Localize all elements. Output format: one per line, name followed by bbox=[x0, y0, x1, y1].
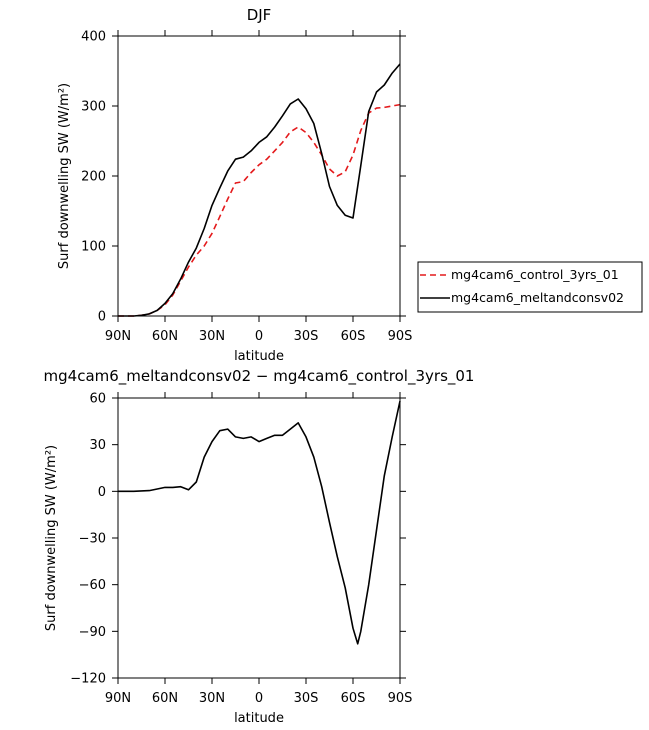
series-line bbox=[118, 63, 401, 317]
chart-bottom-xticks: 90N 60N 30N 0 30S 60S 90S bbox=[105, 392, 413, 706]
y-tick-label: 30 bbox=[89, 438, 106, 453]
y-tick-label: −120 bbox=[70, 672, 106, 687]
legend: mg4cam6_control_3yrs_01 mg4cam6_meltandc… bbox=[417, 261, 643, 313]
y-tick-label: 400 bbox=[81, 30, 106, 45]
x-tick-label: 30N bbox=[199, 691, 225, 706]
y-tick-label: −60 bbox=[79, 578, 106, 593]
x-tick-label: 30S bbox=[294, 329, 319, 344]
series-line bbox=[118, 400, 401, 645]
y-tick-label: −90 bbox=[79, 625, 106, 640]
y-tick-label: 100 bbox=[81, 240, 106, 255]
y-tick-label: 0 bbox=[98, 310, 106, 325]
legend-label-control: mg4cam6_control_3yrs_01 bbox=[451, 267, 619, 282]
chart-bottom-yticks: −120 −90 −60 −30 0 30 60 bbox=[70, 392, 406, 687]
y-tick-label: 0 bbox=[98, 485, 106, 500]
y-tick-label: −30 bbox=[79, 532, 106, 547]
series-line bbox=[118, 103, 401, 317]
x-tick-label: 60S bbox=[341, 329, 366, 344]
chart-top-xlabel: latitude bbox=[234, 349, 284, 364]
x-tick-label: 60N bbox=[152, 329, 178, 344]
chart-top-frame bbox=[117, 35, 401, 317]
chart-bottom: mg4cam6_meltandconsv02 − mg4cam6_control… bbox=[44, 367, 475, 726]
x-tick-label: 90N bbox=[105, 691, 131, 706]
y-tick-label: 300 bbox=[81, 100, 106, 115]
y-tick-label: 200 bbox=[81, 170, 106, 185]
x-tick-label: 60S bbox=[341, 691, 366, 706]
x-tick-label: 90S bbox=[388, 691, 413, 706]
chart-bottom-xlabel: latitude bbox=[234, 711, 284, 726]
legend-box bbox=[417, 261, 643, 313]
chart-top-xticks: 90N 60N 30N 0 30S 60S 90S bbox=[105, 30, 413, 344]
legend-label-melt: mg4cam6_meltandconsv02 bbox=[451, 290, 624, 305]
chart-bottom-ylabel: Surf downwelling SW (W/m²) bbox=[44, 445, 59, 631]
chart-top-series bbox=[118, 63, 401, 317]
chart-top-yticks: 0 100 200 300 400 bbox=[81, 30, 406, 325]
chart-top-ylabel: Surf downwelling SW (W/m²) bbox=[57, 83, 72, 269]
x-tick-label: 0 bbox=[255, 691, 263, 706]
x-tick-label: 0 bbox=[255, 329, 263, 344]
x-tick-label: 90S bbox=[388, 329, 413, 344]
x-tick-label: 60N bbox=[152, 691, 178, 706]
chart-top: DJF 0 100 200 300 400 90N 60N 30N 0 30S 60S 90S la… bbox=[57, 6, 412, 364]
chart-bottom-title: mg4cam6_meltandconsv02 − mg4cam6_control… bbox=[44, 367, 475, 386]
chart-top-title: DJF bbox=[247, 6, 272, 24]
x-tick-label: 90N bbox=[105, 329, 131, 344]
chart-bottom-series bbox=[118, 400, 401, 645]
x-tick-label: 30N bbox=[199, 329, 225, 344]
chart-bottom-frame bbox=[117, 397, 401, 679]
y-tick-label: 60 bbox=[89, 392, 106, 407]
x-tick-label: 30S bbox=[294, 691, 319, 706]
